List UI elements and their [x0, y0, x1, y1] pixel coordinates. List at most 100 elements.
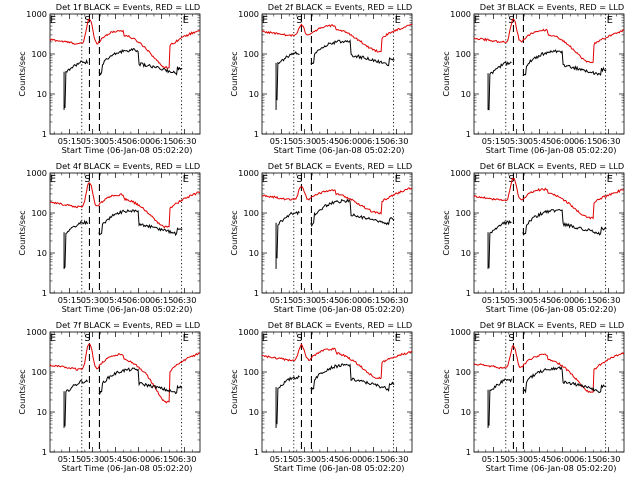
x-tick-label: 05:15: [58, 136, 82, 146]
y-axis-label: Counts/sec: [229, 210, 239, 255]
x-tick-label: 05:30: [505, 136, 529, 146]
lld-series-line: [261, 23, 413, 53]
events-series-line: [275, 39, 395, 101]
x-tick-label: 05:45: [316, 454, 340, 464]
x-tick-label: 05:45: [316, 136, 340, 146]
detector-panel: Det 5f BLACK = Events, RED = LLD 1 10 100 10…: [229, 161, 413, 314]
end-marker-letter: E: [262, 174, 268, 185]
end-marker-letter: E: [183, 174, 189, 185]
plot-frame: [473, 172, 625, 294]
x-tick-label: 06:30: [173, 454, 197, 464]
x-tick-label: 06:30: [597, 454, 621, 464]
start-marker-letter: S: [84, 174, 90, 185]
y-axis-label: Counts/sec: [441, 210, 451, 255]
x-axis-label: Start Time (06-Jan-08 05:02:20): [274, 145, 405, 155]
lld-series-line: [473, 177, 625, 220]
x-tick-label: 06:15: [574, 295, 598, 305]
y-tick-label: 1000: [450, 327, 471, 337]
y-tick-label: 1: [466, 447, 471, 457]
y-tick-label: 1: [42, 288, 47, 298]
detector-panel: Det 7f BLACK = Events, RED = LLD 1 10 100 10…: [17, 320, 201, 473]
x-tick-label: 05:45: [104, 454, 128, 464]
x-tick-label: 05:45: [528, 454, 552, 464]
panel-title: Det 8f BLACK = Events, RED = LLD: [268, 320, 412, 330]
x-tick-label: 05:15: [482, 136, 506, 146]
y-tick-label: 1: [254, 288, 259, 298]
detector-panel: Det 4f BLACK = Events, RED = LLD 1 10 100 10…: [17, 161, 201, 314]
y-tick-label: 1: [466, 288, 471, 298]
end-marker-letter: E: [50, 15, 56, 26]
events-series-line: [275, 198, 395, 259]
x-tick-label: 06:30: [385, 136, 409, 146]
x-tick-label: 06:15: [362, 136, 386, 146]
lld-series-line: [261, 186, 413, 215]
end-marker-letter: E: [262, 15, 268, 26]
end-marker-letter: E: [183, 333, 189, 344]
end-marker-letter: E: [395, 333, 401, 344]
x-tick-label: 06:15: [150, 136, 174, 146]
events-series-line: [63, 47, 183, 109]
plot-frame: [49, 13, 201, 135]
y-axis-label: Counts/sec: [229, 369, 239, 414]
y-tick-label: 10: [461, 407, 471, 417]
plot-frame: [261, 172, 413, 294]
x-tick-label: 06:30: [597, 136, 621, 146]
x-tick-label: 05:30: [81, 295, 105, 305]
end-marker-letter: E: [50, 174, 56, 185]
events-series-line: [275, 363, 395, 425]
y-tick-label: 100: [243, 367, 259, 377]
x-tick-label: 06:15: [574, 454, 598, 464]
x-tick-label: 06:15: [574, 136, 598, 146]
x-tick-label: 06:00: [551, 295, 575, 305]
detector-panel: Det 2f BLACK = Events, RED = LLD 1 10 100 10…: [229, 2, 413, 155]
y-axis-label: Counts/sec: [17, 210, 27, 255]
y-tick-label: 10: [37, 248, 47, 258]
start-marker-letter: S: [296, 174, 302, 185]
detector-panel: Det 8f BLACK = Events, RED = LLD 1 10 100 10…: [229, 320, 413, 473]
y-tick-label: 1: [254, 129, 259, 139]
x-tick-label: 05:15: [270, 454, 294, 464]
y-tick-label: 1: [254, 447, 259, 457]
x-tick-label: 05:30: [293, 295, 317, 305]
x-tick-label: 05:30: [293, 136, 317, 146]
end-marker-letter: E: [395, 174, 401, 185]
y-tick-label: 10: [249, 248, 259, 258]
y-tick-label: 1: [42, 447, 47, 457]
y-tick-label: 1000: [238, 9, 259, 19]
y-tick-label: 100: [31, 49, 47, 59]
y-tick-label: 100: [455, 367, 471, 377]
panel-title: Det 6f BLACK = Events, RED = LLD: [480, 161, 624, 171]
x-tick-label: 05:30: [505, 454, 529, 464]
plot-frame: [49, 331, 201, 453]
detector-panel: Det 9f BLACK = Events, RED = LLD 1 10 100 10…: [441, 320, 625, 473]
x-tick-label: 05:30: [81, 136, 105, 146]
x-axis-label: Start Time (06-Jan-08 05:02:20): [486, 463, 617, 473]
lld-series-line: [261, 343, 413, 380]
start-marker-letter: S: [296, 15, 302, 26]
end-marker-letter: E: [607, 333, 613, 344]
events-series-line: [487, 208, 607, 269]
x-tick-label: 05:15: [270, 136, 294, 146]
y-tick-label: 10: [461, 89, 471, 99]
y-tick-label: 1000: [26, 327, 47, 337]
y-tick-label: 1000: [450, 168, 471, 178]
start-marker-letter: S: [84, 15, 90, 26]
y-tick-label: 10: [249, 407, 259, 417]
x-tick-label: 06:30: [385, 454, 409, 464]
start-marker-letter: S: [508, 15, 514, 26]
plot-frame: [473, 13, 625, 135]
detector-panel: Det 1f BLACK = Events, RED = LLD 1 10 100 10…: [17, 2, 201, 155]
lld-series-line: [49, 182, 201, 229]
end-marker-letter: E: [474, 174, 480, 185]
y-tick-label: 100: [31, 208, 47, 218]
x-tick-label: 05:15: [482, 454, 506, 464]
end-marker-letter: E: [607, 174, 613, 185]
events-series-line: [63, 208, 183, 269]
y-axis-label: Counts/sec: [17, 369, 27, 414]
panel-title: Det 2f BLACK = Events, RED = LLD: [268, 2, 412, 12]
x-tick-label: 06:30: [173, 136, 197, 146]
plot-frame: [261, 331, 413, 453]
x-tick-label: 05:45: [316, 295, 340, 305]
x-tick-label: 06:00: [339, 295, 363, 305]
